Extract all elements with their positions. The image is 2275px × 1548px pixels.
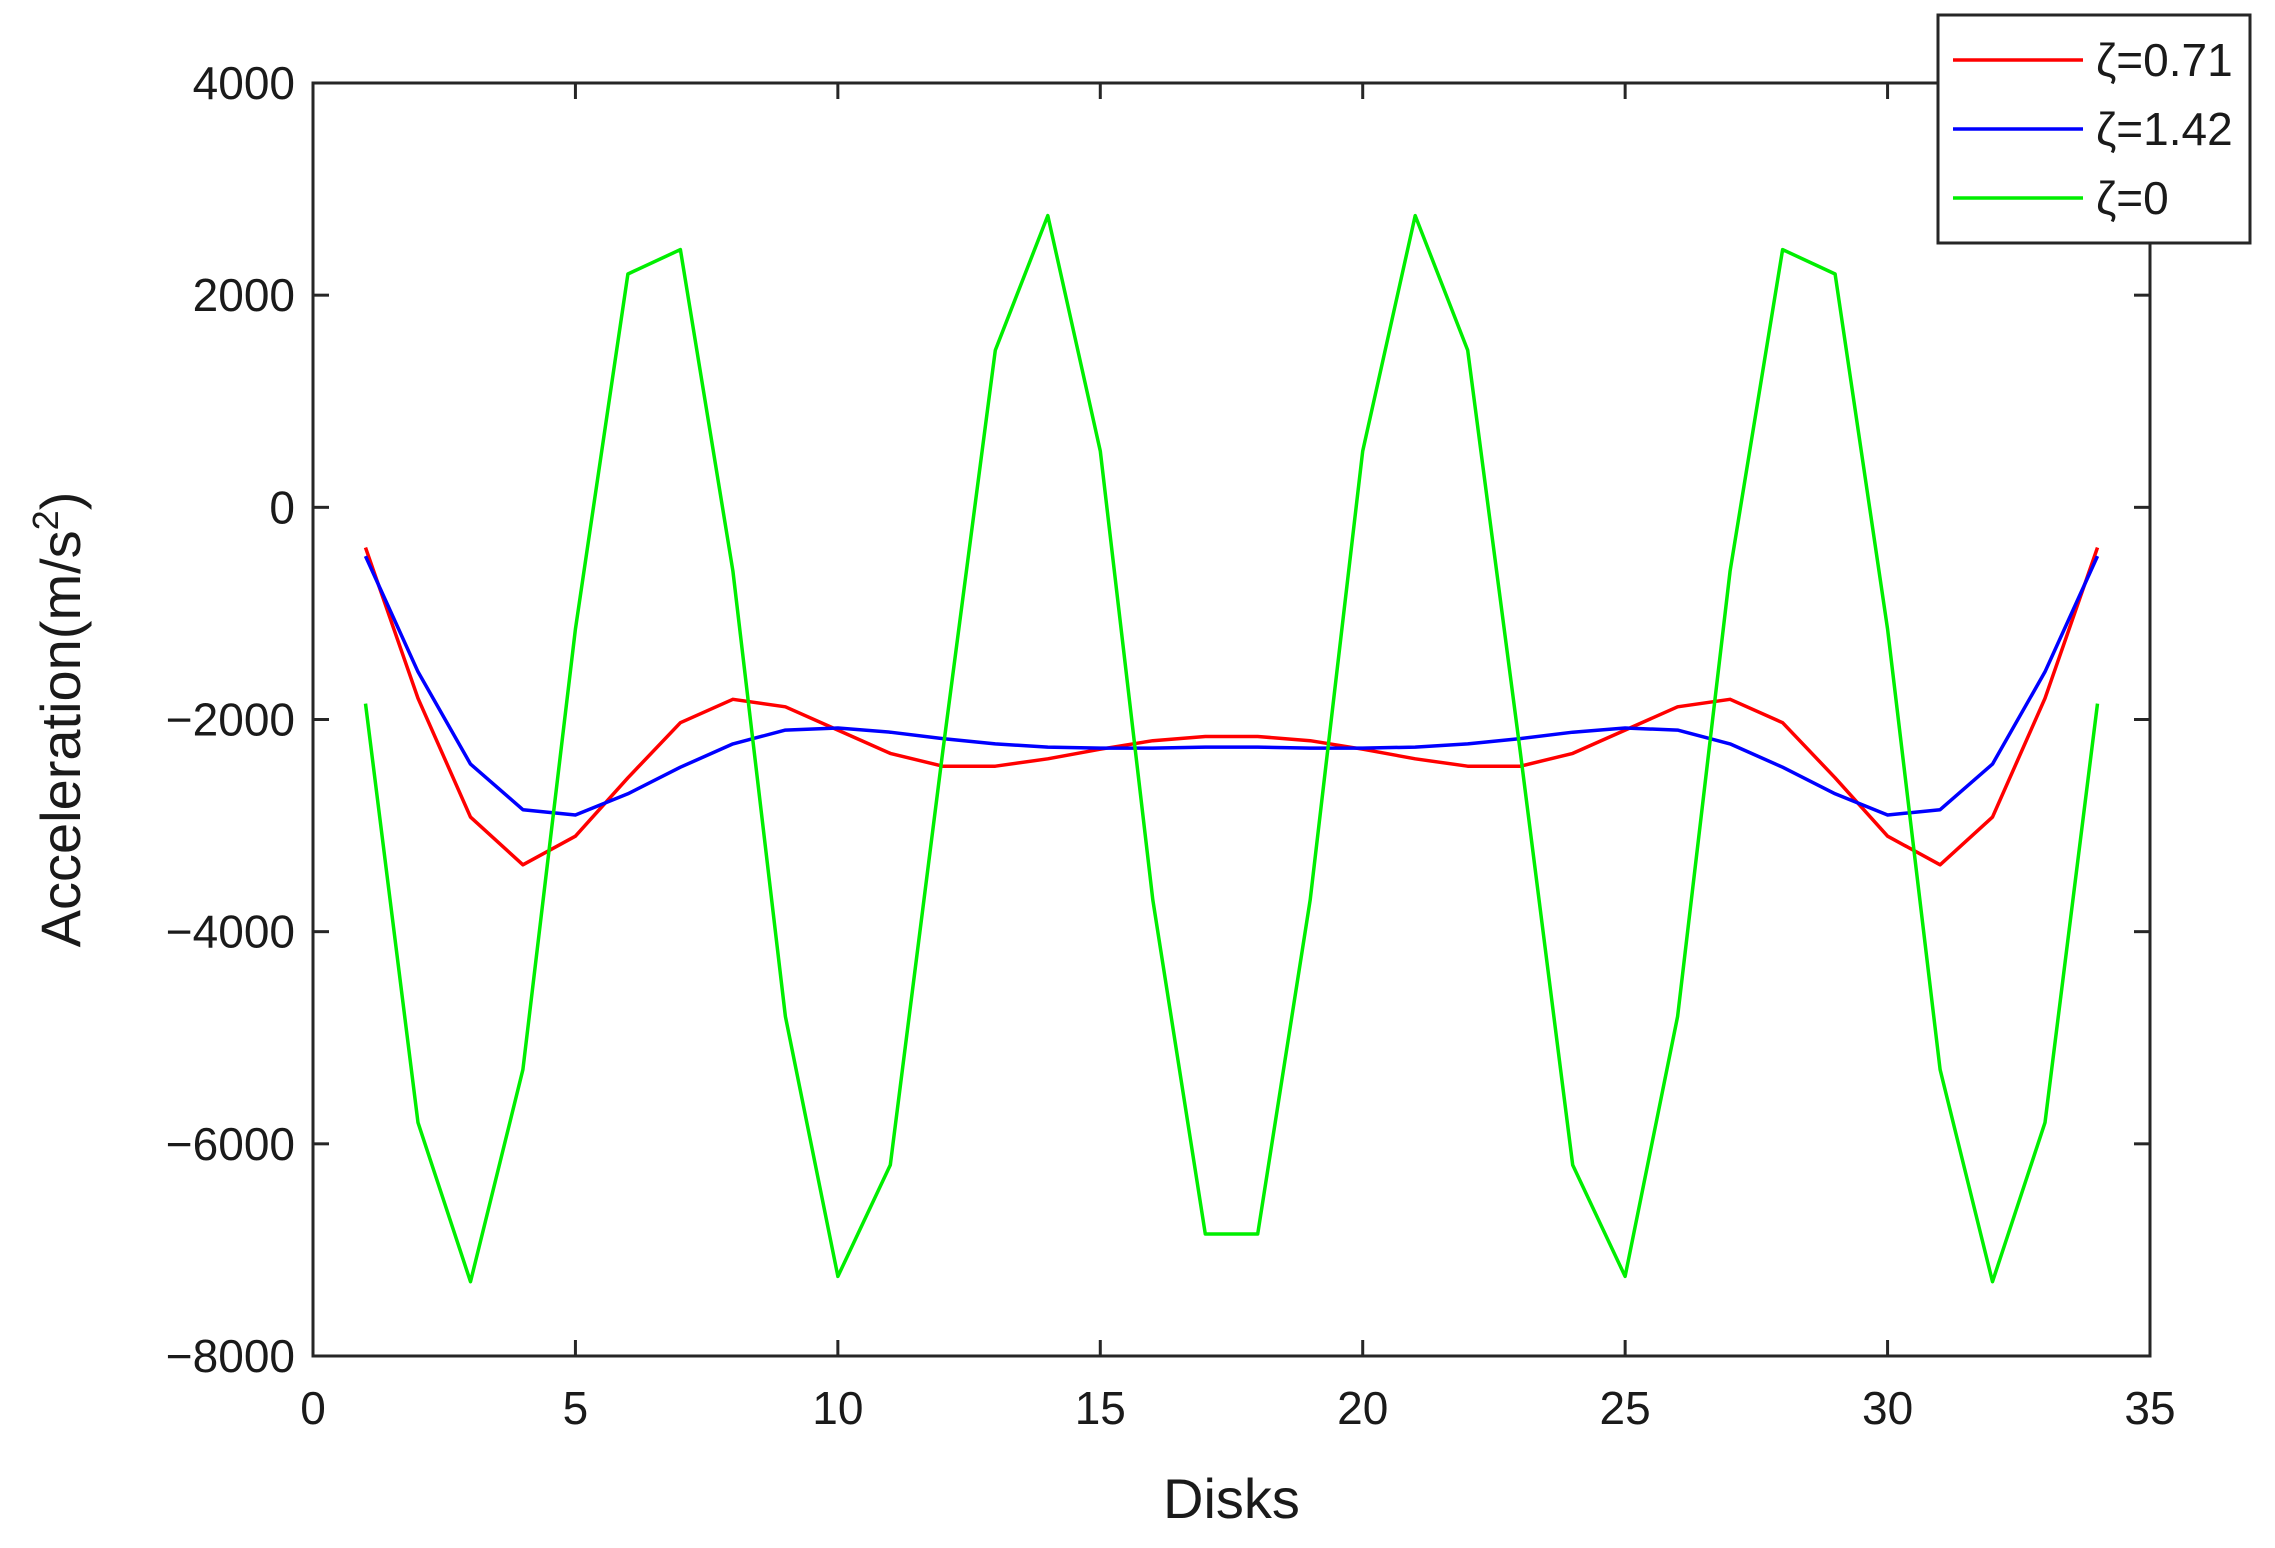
- y-tick-label: −8000: [166, 1330, 295, 1382]
- x-tick-label: 0: [300, 1382, 326, 1434]
- series-line-2: [363, 555, 2100, 817]
- x-tick-label: 25: [1600, 1382, 1651, 1434]
- y-axis-title-main: Acceleration(m/s: [29, 530, 92, 947]
- x-tick-label: 30: [1862, 1382, 1913, 1434]
- y-tick-label: 0: [269, 481, 295, 533]
- y-axis-title: Acceleration(m/s2): [25, 492, 92, 948]
- y-axis-title-suffix: ): [29, 492, 92, 511]
- x-tick-label: 35: [2124, 1382, 2175, 1434]
- legend: ζ=0.71 ζ=1.42 ζ=0: [1936, 13, 2252, 245]
- tick-labels: 0 5 10 15 20 25 30 35 4000 2000 0 −2000 −4000 −6000 −8…: [166, 57, 2176, 1434]
- legend-label-3: ζ=0: [2096, 172, 2169, 224]
- x-tick-label: 5: [563, 1382, 589, 1434]
- x-tick-label: 20: [1337, 1382, 1388, 1434]
- series-layer: [363, 213, 2100, 1284]
- x-axis-title: Disks: [1163, 1467, 1300, 1530]
- y-tick-label: −2000: [166, 694, 295, 746]
- y-axis-title-superscript: 2: [25, 510, 66, 530]
- y-tick-label: 2000: [193, 269, 295, 321]
- y-tick-label: −4000: [166, 906, 295, 958]
- legend-label-2: ζ=1.42: [2096, 103, 2233, 155]
- y-tick-label: 4000: [193, 57, 295, 109]
- y-tick-label: −6000: [166, 1118, 295, 1170]
- series-line-3: [363, 213, 2100, 1284]
- series-line-1: [363, 547, 2100, 867]
- x-tick-label: 15: [1075, 1382, 1126, 1434]
- legend-label-1: ζ=0.71: [2096, 34, 2233, 86]
- x-tick-label: 10: [812, 1382, 863, 1434]
